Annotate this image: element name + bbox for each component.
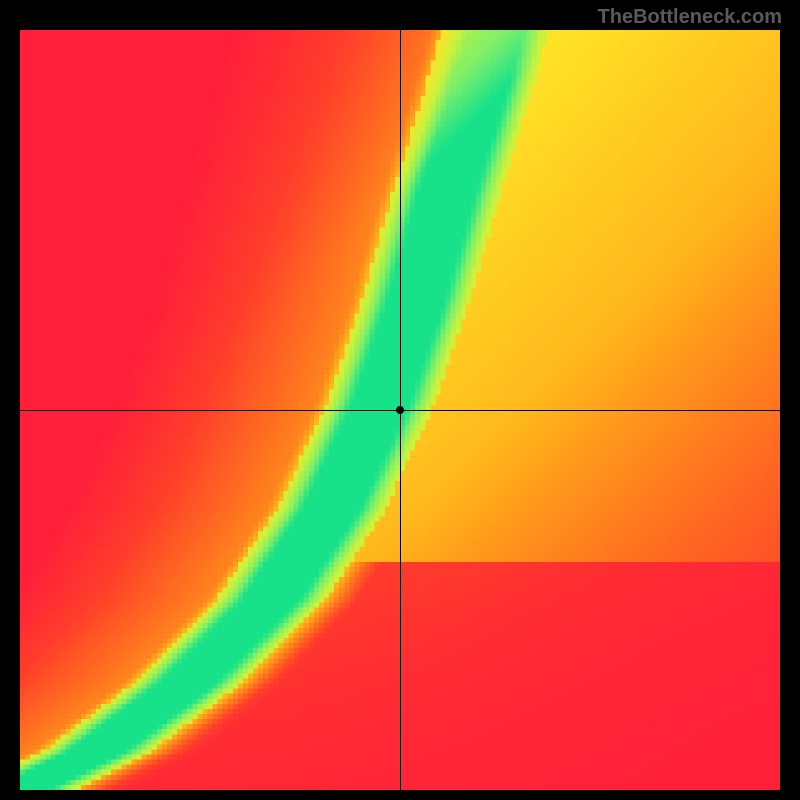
heatmap-plot-area <box>20 30 780 790</box>
watermark-text: TheBottleneck.com <box>598 6 782 29</box>
marker-dot <box>396 406 404 414</box>
